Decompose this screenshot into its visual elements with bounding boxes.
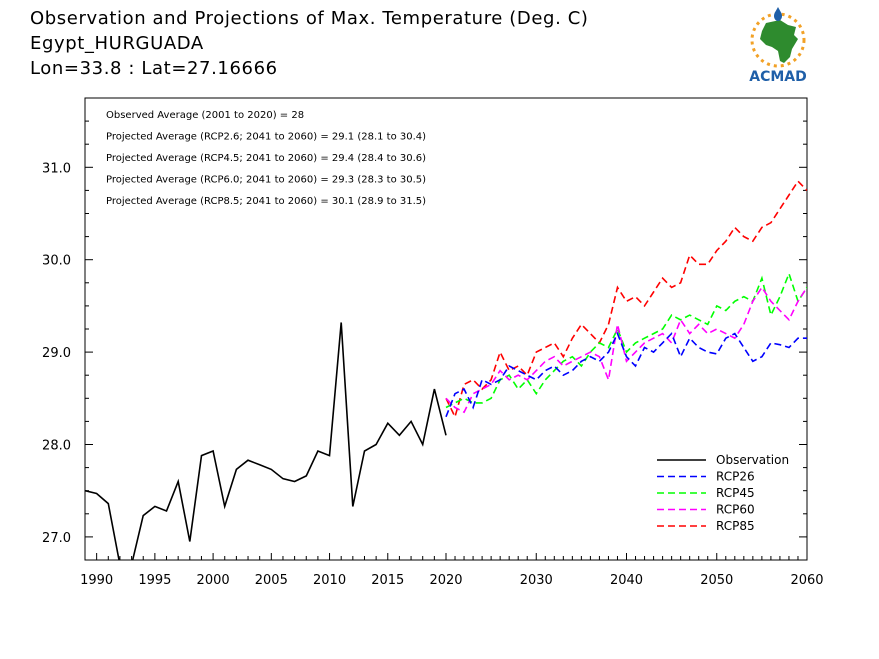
x-tick-label: 2010 [313,573,346,588]
y-tick-label: 31.0 [42,161,71,176]
plot-frame [84,97,808,561]
logo-text: ACMAD [749,69,807,85]
annotation-line: Projected Average (RCP8.5; 2041 to 2060)… [106,196,426,207]
series-line-rcp26 [445,331,807,418]
x-tick-label: 2000 [197,573,230,588]
x-tick-label: 2040 [610,573,643,588]
series-line-rcp85 [445,179,807,420]
station-coordinates: Lon=33.8 : Lat=27.16666 [30,58,278,79]
x-tick-label: 2005 [255,573,288,588]
x-tick-label: 2015 [371,573,404,588]
axis-ticks: 1990 1995 2000 2005 2010 2015 2020 2030 2040 2050… [42,97,824,588]
x-tick-label: 2050 [700,573,733,588]
legend-label: RCP60 [716,503,755,517]
station-name: Egypt_HURGUADA [30,33,204,54]
series-line-rcp45 [445,271,807,409]
annotation-line: Observed Average (2001 to 2020) = 28 [106,110,304,121]
x-tick-label: 2030 [520,573,553,588]
legend-label: RCP26 [716,470,755,484]
y-tick-label: 27.0 [42,531,71,546]
annotation-line: Projected Average (RCP2.6; 2041 to 2060)… [106,132,426,143]
x-tick-label: 2020 [429,573,462,588]
series-line-observation [85,322,447,560]
y-tick-label: 30.0 [42,254,71,269]
series-line-rcp60 [445,285,807,414]
y-tick-label: 28.0 [42,439,71,454]
x-tick-label: 2060 [790,573,823,588]
annotation-line: Projected Average (RCP4.5; 2041 to 2060)… [106,153,426,164]
africa-map-logo: ACMAD [749,7,807,85]
legend: Observation RCP26 RCP45 RCP60 RCP85 [657,453,789,533]
chart-title: Observation and Projections of Max. Temp… [30,8,589,29]
legend-label: Observation [716,453,789,467]
water-drop-icon [774,7,782,21]
legend-label: RCP85 [716,519,755,533]
y-tick-label: 29.0 [42,346,71,361]
annotation-line: Projected Average (RCP6.0; 2041 to 2060)… [106,175,426,186]
x-tick-label: 1990 [80,573,113,588]
series-layer [85,179,807,560]
annotations: Observed Average (2001 to 2020) = 28 Proj… [106,110,426,207]
legend-label: RCP45 [716,486,755,500]
africa-continent-icon [760,20,798,63]
x-tick-label: 1995 [138,573,171,588]
